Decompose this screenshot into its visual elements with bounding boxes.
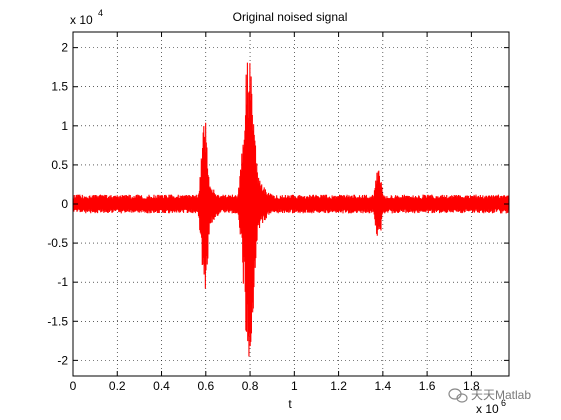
y-multiplier-exponent: 4	[98, 8, 103, 18]
x-multiplier-exponent: 6	[501, 398, 506, 408]
y-tick-label: 1.5	[51, 80, 68, 94]
y-tick-label: 2	[61, 41, 68, 55]
y-tick-label: 0	[61, 197, 68, 211]
y-tick-label: 1	[61, 119, 68, 133]
series-signal	[72, 62, 510, 357]
x-multiplier: x 10 6	[476, 398, 506, 416]
y-tick-label: -0.5	[47, 236, 68, 250]
x-tick-label: 0.4	[153, 379, 170, 393]
x-tick-label: 0	[70, 379, 77, 393]
y-tick-label: 0.5	[51, 158, 68, 172]
signal-line	[72, 62, 510, 357]
x-multiplier-base: x 10	[476, 402, 499, 416]
x-axis-label: t	[288, 397, 292, 411]
x-tick-label: 1	[291, 379, 298, 393]
x-tick-label: 1.6	[419, 379, 436, 393]
x-tick-label: 1.2	[330, 379, 347, 393]
x-tick-label: 1.8	[463, 379, 480, 393]
watermark: 天天Matlab	[448, 388, 531, 403]
x-tick-label: 1.4	[375, 379, 392, 393]
y-multiplier-base: x 10	[70, 13, 93, 27]
wechat-icon	[448, 388, 468, 403]
x-tick-label: 0.2	[109, 379, 126, 393]
x-ticks: 0 0.2 0.4 0.6 0.8 1 1.2 1.4 1.6 1.8	[70, 32, 480, 393]
x-tick-label: 0.8	[242, 379, 259, 393]
x-tick-label: 0.6	[197, 379, 214, 393]
y-tick-label: -1.5	[47, 314, 68, 328]
watermark-text: 天天Matlab	[471, 388, 531, 402]
chart-title: Original noised signal	[233, 10, 348, 24]
y-tick-label: -1	[57, 275, 68, 289]
y-tick-label: -2	[57, 353, 68, 367]
y-ticks: 2 1.5 1 0.5 0 -0.5 -1 -1.5 -2	[47, 41, 509, 367]
y-multiplier: x 10 4	[70, 8, 103, 27]
